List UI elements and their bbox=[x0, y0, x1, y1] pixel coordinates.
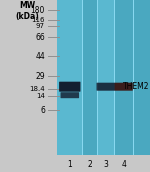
FancyBboxPatch shape bbox=[82, 0, 83, 155]
Text: THEM2: THEM2 bbox=[123, 82, 149, 91]
FancyBboxPatch shape bbox=[114, 0, 115, 155]
FancyBboxPatch shape bbox=[115, 83, 133, 91]
FancyBboxPatch shape bbox=[59, 82, 80, 92]
Text: 66: 66 bbox=[35, 33, 45, 42]
Text: MW
(kDa): MW (kDa) bbox=[15, 2, 39, 21]
FancyBboxPatch shape bbox=[83, 0, 98, 155]
Text: 18.4: 18.4 bbox=[29, 87, 45, 93]
Text: 29: 29 bbox=[35, 72, 45, 81]
FancyBboxPatch shape bbox=[133, 0, 134, 155]
FancyBboxPatch shape bbox=[60, 92, 79, 98]
Text: 116: 116 bbox=[32, 17, 45, 23]
Text: 2: 2 bbox=[88, 160, 92, 169]
Text: 3: 3 bbox=[103, 160, 108, 169]
Text: 180: 180 bbox=[31, 6, 45, 15]
Text: 6: 6 bbox=[40, 106, 45, 115]
Text: 1: 1 bbox=[67, 160, 72, 169]
FancyBboxPatch shape bbox=[114, 0, 133, 155]
FancyBboxPatch shape bbox=[57, 0, 83, 155]
Text: 14: 14 bbox=[36, 93, 45, 99]
Text: 44: 44 bbox=[35, 52, 45, 61]
FancyBboxPatch shape bbox=[57, 0, 150, 155]
Text: 4: 4 bbox=[121, 160, 126, 169]
FancyBboxPatch shape bbox=[97, 83, 115, 91]
FancyBboxPatch shape bbox=[97, 0, 98, 155]
Text: 97: 97 bbox=[36, 23, 45, 29]
FancyBboxPatch shape bbox=[98, 0, 114, 155]
